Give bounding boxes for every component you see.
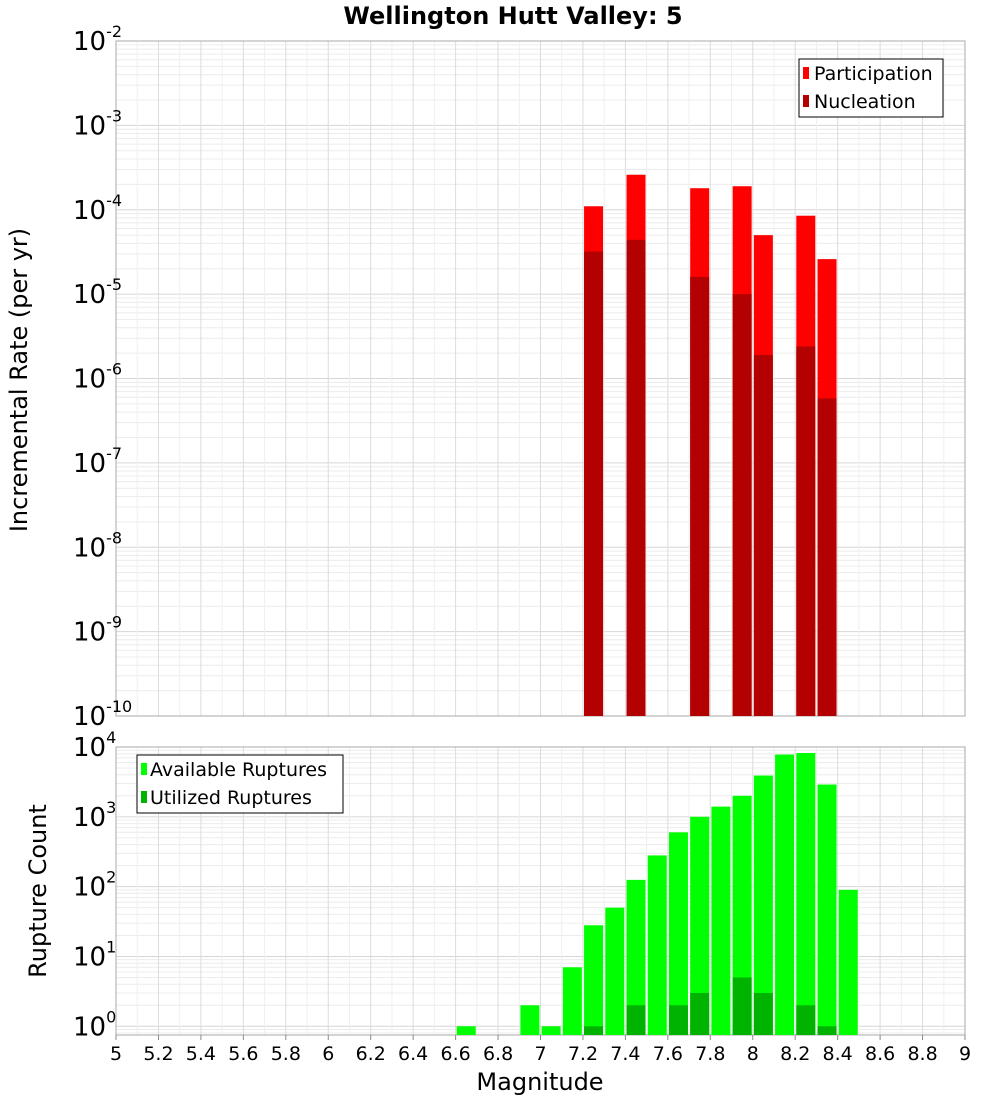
- x-tick-label: 5: [110, 1043, 122, 1065]
- bar-nucleation: [732, 294, 752, 716]
- bar-utilized-ruptures: [753, 992, 773, 1035]
- top-y-ticks: 10-2 10-3 10-4 10-5 10-6 10-7 10-8 10-9 10-10: [73, 22, 132, 732]
- bar-utilized-ruptures: [817, 1026, 837, 1035]
- bar-available-ruptures: [520, 1005, 540, 1035]
- x-tick-labels: 5 5.2 5.4 5.6 5.8 6 6.2 6.4 6.6 6.8 7 7.2 7.4 7.6 7.8 8…: [110, 1035, 971, 1065]
- x-tick-label: 9: [959, 1043, 971, 1065]
- y-tick-label: 10-6: [73, 360, 122, 395]
- x-tick-label: 6.6: [440, 1043, 470, 1065]
- x-tick-label: 7.6: [653, 1043, 683, 1065]
- bottom-bars: [456, 753, 858, 1035]
- y-tick-label: 10-3: [73, 106, 122, 141]
- x-tick-label: 8: [747, 1043, 759, 1065]
- bar-available-ruptures: [605, 907, 625, 1035]
- x-tick-label: 7.8: [695, 1043, 725, 1065]
- top-bars: [584, 174, 837, 717]
- top-y-axis-label: Incremental Rate (per yr): [5, 228, 33, 532]
- bar-available-ruptures: [562, 967, 582, 1035]
- bar-available-ruptures: [753, 775, 773, 1035]
- y-tick-label: 100: [73, 1007, 116, 1042]
- x-tick-label: 8.4: [823, 1043, 853, 1065]
- bar-nucleation: [626, 239, 646, 716]
- y-tick-label: 10-4: [73, 191, 122, 226]
- chart-title: Wellington Hutt Valley: 5: [343, 2, 682, 30]
- y-tick-label: 104: [73, 728, 116, 763]
- bar-nucleation: [796, 346, 816, 716]
- legend-label-participation: Participation: [814, 63, 933, 85]
- top-grid: [115, 40, 966, 717]
- bar-available-ruptures: [775, 754, 795, 1035]
- legend-label-utilized-ruptures: Utilized Ruptures: [150, 787, 312, 809]
- bar-nucleation: [690, 276, 710, 716]
- bar-nucleation: [753, 354, 773, 716]
- bar-available-ruptures: [584, 925, 604, 1035]
- bar-utilized-ruptures: [690, 992, 710, 1035]
- x-tick-label: 7.4: [610, 1043, 640, 1065]
- bar-utilized-ruptures: [584, 1026, 604, 1035]
- legend-label-available-ruptures: Available Ruptures: [150, 759, 327, 781]
- bar-available-ruptures: [668, 832, 688, 1035]
- x-tick-label: 6.4: [398, 1043, 428, 1065]
- y-tick-label: 10-9: [73, 613, 122, 648]
- x-tick-label: 7.2: [568, 1043, 598, 1065]
- top-legend-box: [798, 58, 944, 118]
- y-tick-label: 10-2: [73, 22, 122, 57]
- bar-available-ruptures: [541, 1026, 561, 1035]
- bottom-y-ticks: 104 103 102 101 100: [73, 728, 116, 1042]
- y-tick-label: 10-8: [73, 528, 122, 563]
- x-tick-label: 6.8: [483, 1043, 513, 1065]
- bottom-legend: Available Ruptures Utilized Ruptures: [136, 754, 344, 814]
- bar-utilized-ruptures: [626, 1005, 646, 1035]
- x-tick-label: 5.6: [228, 1043, 258, 1065]
- x-tick-label: 8.8: [907, 1043, 937, 1065]
- x-tick-label: 5.8: [271, 1043, 301, 1065]
- bar-available-ruptures: [838, 889, 858, 1035]
- bar-available-ruptures: [690, 816, 710, 1035]
- bottom-legend-box: [136, 754, 344, 814]
- y-tick-label: 103: [73, 798, 116, 833]
- bar-available-ruptures: [711, 806, 731, 1035]
- legend-swatch-utilized-ruptures: [141, 791, 147, 803]
- legend-swatch-nucleation: [803, 95, 809, 107]
- y-tick-label: 101: [73, 937, 116, 972]
- bar-utilized-ruptures: [668, 1005, 688, 1035]
- legend-swatch-available-ruptures: [141, 763, 147, 775]
- bar-available-ruptures: [732, 795, 752, 1035]
- x-tick-label: 6.2: [356, 1043, 386, 1065]
- y-tick-label: 10-5: [73, 275, 122, 310]
- bar-utilized-ruptures: [732, 977, 752, 1035]
- bar-nucleation: [817, 398, 837, 716]
- x-tick-label: 5.4: [186, 1043, 216, 1065]
- legend-label-nucleation: Nucleation: [814, 91, 916, 113]
- x-tick-label: 8.2: [780, 1043, 810, 1065]
- bar-available-ruptures: [626, 879, 646, 1035]
- legend-swatch-participation: [803, 67, 809, 79]
- x-tick-label: 5.2: [143, 1043, 173, 1065]
- y-tick-label: 10-10: [73, 697, 132, 732]
- top-legend: Participation Nucleation: [798, 58, 944, 118]
- bar-available-ruptures: [817, 784, 837, 1035]
- y-tick-label: 102: [73, 868, 116, 903]
- bar-nucleation: [584, 251, 604, 716]
- top-plot-frame: [115, 40, 966, 717]
- x-axis-label: Magnitude: [476, 1068, 603, 1096]
- x-tick-label: 6: [322, 1043, 334, 1065]
- bar-utilized-ruptures: [796, 1005, 816, 1035]
- bar-available-ruptures: [796, 753, 816, 1035]
- x-tick-label: 7: [534, 1043, 546, 1065]
- x-tick-label: 8.6: [865, 1043, 895, 1065]
- bottom-y-axis-label: Rupture Count: [24, 804, 52, 978]
- y-tick-label: 10-7: [73, 444, 122, 479]
- bar-available-ruptures: [456, 1026, 476, 1035]
- bar-available-ruptures: [647, 855, 667, 1035]
